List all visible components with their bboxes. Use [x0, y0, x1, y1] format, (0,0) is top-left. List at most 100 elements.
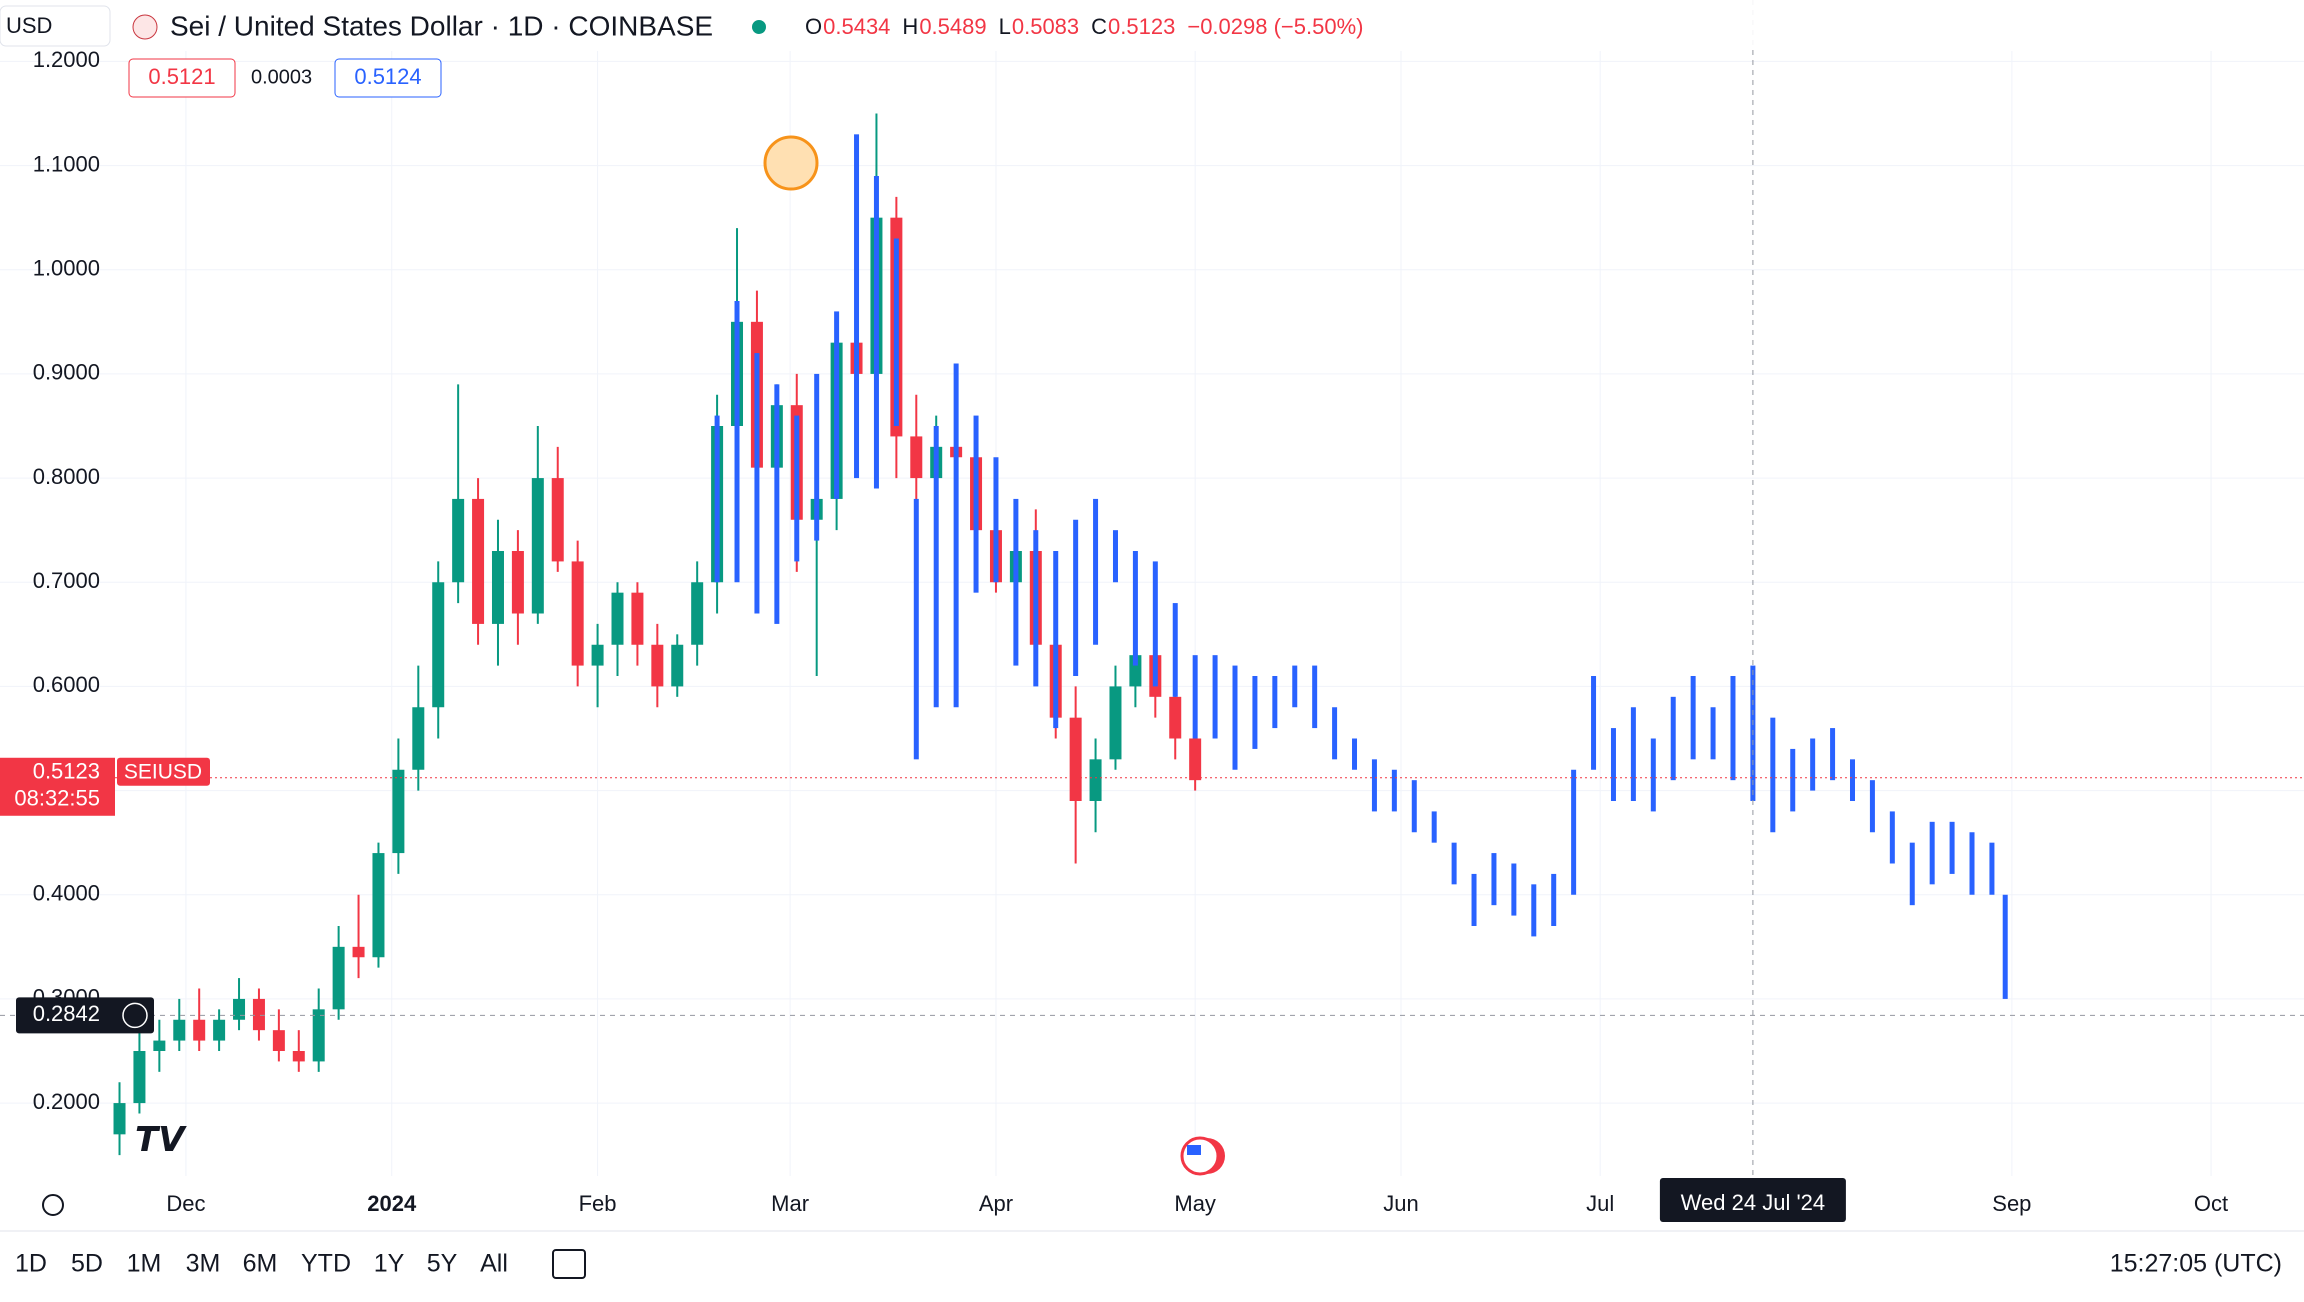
- currency-select[interactable]: [0, 5, 111, 47]
- range-bar: [1730, 676, 1736, 781]
- range-bar: [1371, 759, 1377, 812]
- ohlc-value: 0.5123: [1108, 14, 1175, 39]
- range-button[interactable]: 1Y: [374, 1250, 405, 1278]
- range-bar: [1571, 769, 1577, 895]
- candle-body: [511, 551, 524, 614]
- candle-body: [1069, 717, 1082, 801]
- range-bar: [1252, 676, 1258, 749]
- y-tick-label: 1.1000: [33, 151, 100, 176]
- candle-body: [631, 592, 644, 645]
- range-button[interactable]: 6M: [243, 1250, 278, 1278]
- x-tick-label: Feb: [579, 1191, 617, 1216]
- range-button[interactable]: 1D: [15, 1250, 47, 1278]
- candle-body: [651, 644, 664, 687]
- range-bar: [1192, 655, 1198, 739]
- range-bar: [1491, 853, 1497, 906]
- range-bar: [1352, 738, 1358, 770]
- range-bar: [1152, 561, 1158, 687]
- range-button[interactable]: 5Y: [427, 1250, 458, 1278]
- crosshair-price-box: [16, 997, 154, 1034]
- range-bar: [1929, 821, 1935, 885]
- ohlc-value: 0.5434: [823, 14, 890, 39]
- goto-date-button[interactable]: [552, 1249, 586, 1279]
- range-bar: [1810, 738, 1816, 791]
- event-marker[interactable]: [763, 135, 819, 191]
- header-bg: [0, 0, 2304, 50]
- ohlc-key: O: [805, 14, 822, 39]
- x-tick-label: Dec: [166, 1191, 205, 1216]
- ask-box[interactable]: [334, 58, 442, 98]
- range-bar: [1889, 811, 1895, 864]
- y-tick-label: 1.0000: [33, 256, 100, 281]
- candle-body: [173, 1019, 186, 1041]
- range-bar: [1312, 665, 1318, 729]
- y-tick-label: 0.9000: [33, 360, 100, 385]
- range-bar: [1471, 873, 1477, 926]
- y-tick-label: 0.4000: [33, 881, 100, 906]
- range-bar: [1989, 842, 1995, 895]
- range-bar: [1531, 884, 1537, 937]
- x-tick-label: Jul: [1586, 1191, 1614, 1216]
- range-button[interactable]: 3M: [186, 1250, 221, 1278]
- range-bar: [1132, 551, 1138, 666]
- candle-body: [531, 478, 544, 614]
- candle-body: [332, 946, 345, 1010]
- bid-box[interactable]: [128, 58, 236, 98]
- candle-body: [671, 644, 684, 687]
- range-bar: [1212, 655, 1218, 739]
- flag-icon[interactable]: [1180, 1136, 1225, 1176]
- candle-body: [153, 1040, 166, 1051]
- range-bar: [1591, 676, 1597, 770]
- range-bar: [1093, 498, 1099, 645]
- range-bar: [1670, 696, 1676, 781]
- candle-body: [233, 998, 246, 1020]
- range-button[interactable]: All: [480, 1250, 508, 1278]
- settings-button[interactable]: [42, 1194, 64, 1216]
- bid: 0.5121: [148, 64, 215, 89]
- x-tick-label: 2024: [367, 1191, 417, 1216]
- currency: USD: [6, 13, 52, 38]
- range-bar: [1053, 551, 1059, 729]
- ask: 0.5124: [354, 64, 421, 89]
- range-bar: [1650, 738, 1656, 812]
- price-tag: [0, 757, 115, 816]
- range-bar: [873, 176, 879, 489]
- range-bar: [774, 384, 780, 624]
- y-tick-label: 0.6000: [33, 672, 100, 697]
- candle-body: [691, 582, 704, 645]
- range-bar: [794, 415, 800, 562]
- candle-body: [571, 561, 584, 666]
- countdown: 08:32:55: [14, 786, 100, 811]
- candle-body: [412, 707, 425, 770]
- range-bar: [1551, 873, 1557, 926]
- range-bar: [1232, 665, 1238, 770]
- candle-body: [611, 592, 624, 645]
- symbol-icon: [132, 14, 158, 40]
- range-bar: [1451, 842, 1457, 885]
- range-bar: [2002, 894, 2008, 999]
- range-bar: [1969, 832, 1975, 895]
- range-bar: [973, 415, 979, 593]
- ohlc-value: 0.5083: [1012, 14, 1079, 39]
- range-button[interactable]: 1M: [127, 1250, 162, 1278]
- range-bar: [1770, 717, 1776, 833]
- candle-body: [193, 1019, 206, 1041]
- range-bar: [734, 301, 740, 583]
- range-bar: [953, 363, 959, 708]
- candle-body: [1109, 686, 1122, 760]
- candle-body: [551, 478, 564, 562]
- range-bar: [893, 238, 899, 426]
- candle-body: [472, 498, 485, 624]
- range-button[interactable]: 5D: [71, 1250, 103, 1278]
- candle-body: [1169, 696, 1182, 739]
- range-bar: [1869, 780, 1875, 833]
- range-button[interactable]: YTD: [301, 1250, 351, 1278]
- last-price-label: 0.5123: [33, 759, 100, 784]
- clock: 15:27:05 (UTC): [2110, 1250, 2282, 1278]
- range-bar: [1909, 842, 1915, 906]
- crosshair-date: Wed 24 Jul '24: [1681, 1190, 1825, 1215]
- add-alert-button[interactable]: [122, 1002, 148, 1029]
- candle-body: [1129, 655, 1142, 687]
